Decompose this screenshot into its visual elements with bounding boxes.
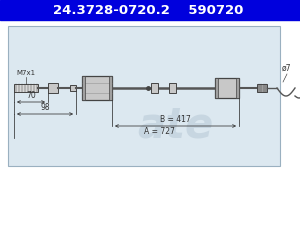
- Text: 70: 70: [26, 92, 36, 101]
- Text: A = 727: A = 727: [144, 128, 175, 137]
- Text: B = 417: B = 417: [160, 115, 191, 124]
- Bar: [8, 26, 280, 166]
- Text: 98: 98: [40, 104, 50, 112]
- Text: 24.3728-0720.2    590720: 24.3728-0720.2 590720: [53, 4, 243, 16]
- Bar: [169, 83, 176, 93]
- Bar: [215, 78, 239, 98]
- Bar: [0, 0, 300, 20]
- Bar: [70, 85, 76, 91]
- Bar: [48, 83, 58, 93]
- Bar: [109, 76, 112, 100]
- Bar: [257, 84, 267, 92]
- Bar: [82, 76, 112, 100]
- Bar: [14, 84, 38, 92]
- Bar: [151, 83, 158, 93]
- Text: M7x1: M7x1: [16, 70, 36, 76]
- Text: ate: ate: [137, 104, 213, 146]
- Bar: [236, 78, 239, 98]
- Bar: [82, 76, 85, 100]
- Text: ø7: ø7: [282, 64, 292, 73]
- Bar: [215, 78, 218, 98]
